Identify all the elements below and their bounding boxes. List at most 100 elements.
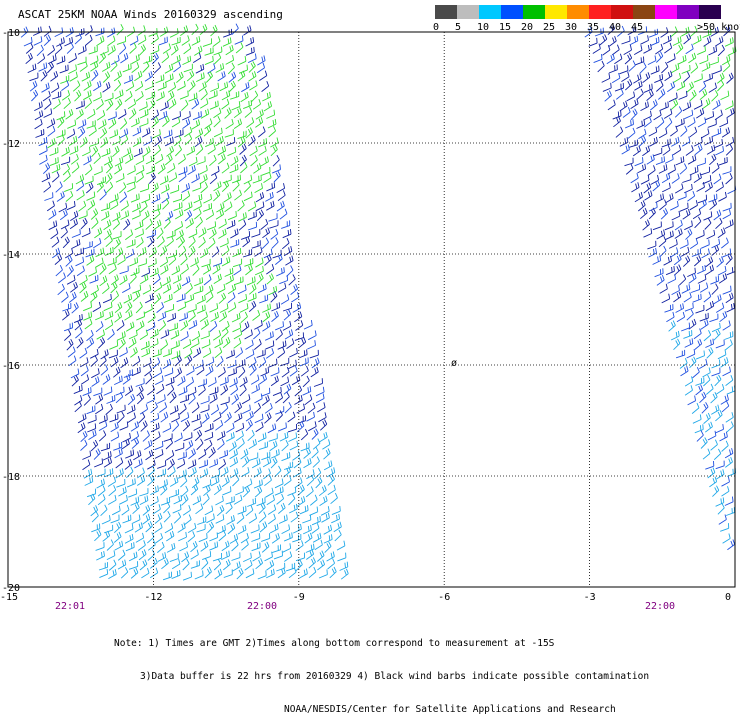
wind-barb bbox=[722, 166, 732, 175]
wind-barb bbox=[188, 92, 198, 102]
wind-barb bbox=[153, 219, 162, 231]
scale-swatch bbox=[501, 5, 523, 19]
wind-barb bbox=[671, 285, 680, 295]
wind-barb bbox=[139, 495, 149, 506]
wind-barb bbox=[63, 322, 74, 332]
wind-barb bbox=[148, 99, 156, 111]
wind-barb bbox=[210, 24, 218, 37]
wind-barb bbox=[41, 82, 50, 93]
wind-barb bbox=[619, 65, 629, 75]
wind-barb bbox=[243, 191, 253, 202]
wind-barb bbox=[675, 43, 684, 55]
wind-barb bbox=[129, 35, 139, 46]
wind-barb bbox=[210, 404, 220, 416]
wind-barb bbox=[711, 244, 720, 256]
wind-barb bbox=[699, 391, 707, 404]
wind-barb bbox=[201, 558, 209, 570]
wind-barb bbox=[720, 523, 730, 532]
wind-barb bbox=[34, 110, 44, 121]
wind-barb bbox=[726, 266, 736, 276]
note-line-1: Note: 1) Times are GMT 2)Times along bot… bbox=[114, 638, 555, 649]
wind-barb bbox=[46, 118, 56, 129]
wind-barb bbox=[714, 109, 723, 121]
wind-barb bbox=[223, 192, 232, 203]
wind-barb bbox=[145, 449, 154, 461]
wind-barb bbox=[124, 385, 134, 396]
wind-barb bbox=[79, 61, 88, 72]
wind-barb bbox=[206, 291, 214, 303]
wind-barb bbox=[145, 373, 153, 385]
wind-barb bbox=[130, 193, 140, 203]
wind-barb bbox=[180, 412, 190, 423]
wind-barb bbox=[172, 420, 180, 432]
map-frame bbox=[7, 31, 736, 588]
wind-barb bbox=[621, 71, 630, 82]
wind-barb bbox=[96, 478, 105, 489]
wind-barb bbox=[125, 248, 135, 259]
wind-barb bbox=[309, 506, 319, 516]
wind-barb bbox=[83, 155, 92, 166]
wind-barb bbox=[200, 330, 210, 340]
wind-barb bbox=[105, 181, 114, 194]
wind-barb bbox=[188, 393, 196, 405]
wind-barb bbox=[175, 229, 184, 241]
wind-barb bbox=[208, 237, 216, 249]
wind-barb bbox=[232, 474, 240, 487]
wind-barb bbox=[653, 109, 662, 121]
wind-barb bbox=[61, 80, 70, 91]
wind-barb bbox=[213, 558, 222, 571]
wind-barb bbox=[251, 458, 261, 469]
wind-barb bbox=[77, 127, 86, 139]
wind-barb bbox=[673, 254, 682, 266]
wind-barb bbox=[106, 395, 116, 404]
wind-barb bbox=[665, 117, 673, 130]
wind-barb bbox=[79, 282, 87, 294]
wind-barb bbox=[75, 327, 83, 339]
wind-barb bbox=[252, 328, 261, 340]
wind-barb bbox=[167, 384, 175, 396]
wind-barb bbox=[127, 165, 136, 176]
wind-barb bbox=[174, 209, 184, 220]
wind-barb bbox=[196, 438, 204, 451]
wind-barb bbox=[261, 533, 271, 542]
wind-barb bbox=[90, 291, 98, 303]
wind-barb bbox=[116, 478, 126, 488]
wind-barb bbox=[86, 488, 97, 498]
wind-barb bbox=[709, 56, 719, 66]
wind-barb bbox=[644, 190, 653, 201]
wind-barb bbox=[670, 125, 678, 137]
wind-barb bbox=[194, 136, 203, 148]
wind-barb bbox=[251, 240, 261, 249]
wind-barb bbox=[706, 144, 716, 155]
wind-barb bbox=[240, 532, 249, 544]
wind-barb bbox=[192, 264, 200, 276]
wind-barb bbox=[71, 239, 81, 249]
wind-barb bbox=[614, 82, 624, 92]
wind-barb bbox=[113, 531, 122, 543]
wind-barb bbox=[714, 374, 722, 387]
wind-barb bbox=[125, 449, 135, 459]
wind-barb bbox=[79, 136, 88, 148]
wind-barb bbox=[298, 337, 307, 349]
wind-barb bbox=[100, 202, 111, 212]
wind-barb bbox=[300, 428, 309, 441]
x-tick-label: -12 bbox=[144, 592, 162, 603]
wind-barb bbox=[119, 128, 129, 139]
wind-barb bbox=[89, 274, 99, 284]
wind-barb bbox=[70, 368, 80, 379]
wind-barb bbox=[202, 38, 213, 47]
wind-barb bbox=[210, 311, 219, 322]
wind-barb bbox=[181, 276, 191, 287]
wind-barb bbox=[160, 184, 170, 194]
wind-barb bbox=[103, 301, 113, 312]
wind-barb bbox=[221, 550, 230, 561]
wind-barb bbox=[157, 541, 165, 553]
wind-barb bbox=[43, 34, 52, 47]
wind-barb bbox=[202, 412, 210, 424]
wind-barb bbox=[108, 569, 117, 579]
wind-barb bbox=[213, 46, 223, 56]
wind-barb bbox=[319, 495, 328, 506]
wind-barb bbox=[268, 213, 278, 222]
wind-barb bbox=[106, 99, 114, 111]
wind-barb bbox=[180, 254, 188, 266]
